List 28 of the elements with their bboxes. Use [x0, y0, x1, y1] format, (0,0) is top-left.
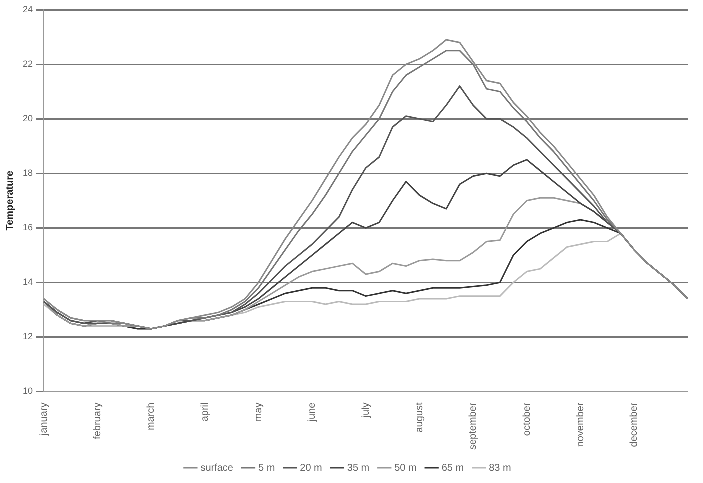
x-tick-label: may: [253, 402, 264, 422]
legend-label: 83 m: [489, 462, 512, 474]
legend-label: 35 m: [347, 462, 370, 474]
y-tick-label: 12: [22, 332, 34, 342]
y-tick-label: 24: [22, 4, 34, 14]
x-tick-label: september: [468, 402, 480, 450]
x-tick-label: december: [629, 402, 640, 448]
y-axis-title: Temperature: [4, 170, 16, 231]
x-tick-label: august: [414, 402, 426, 433]
y-tick-label: 22: [22, 59, 34, 70]
legend-label: 5 m: [258, 462, 276, 474]
x-tick-label: march: [146, 402, 158, 431]
x-tick-label: july: [360, 402, 372, 419]
y-tick-label: 16: [22, 222, 34, 233]
y-tick-label: 18: [22, 168, 34, 178]
x-tick-label: april: [200, 402, 211, 422]
x-tick-label: february: [92, 402, 104, 440]
legend-label: 20 m: [300, 462, 322, 474]
x-tick-label: january: [38, 402, 50, 437]
legend-label: 65 m: [442, 462, 464, 474]
x-tick-label: november: [575, 402, 586, 448]
y-tick-label: 14: [22, 277, 34, 288]
x-tick-label: june: [307, 402, 318, 423]
legend-label: surface: [200, 462, 234, 474]
y-tick-label: 20: [22, 114, 34, 124]
legend-label: 50 m: [394, 462, 417, 474]
y-tick-label: 10: [22, 386, 34, 396]
x-tick-label: october: [522, 402, 533, 436]
